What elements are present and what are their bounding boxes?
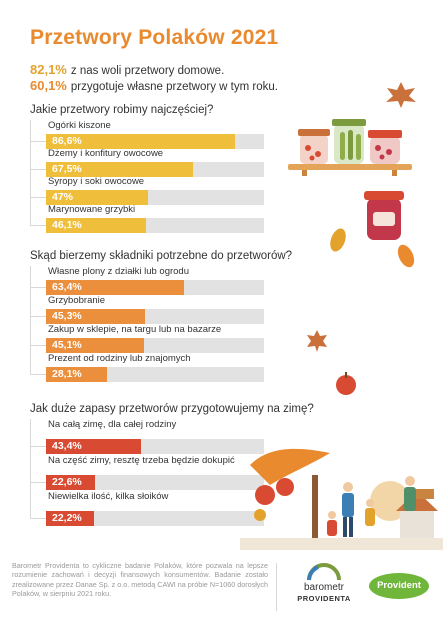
family-harvest-illustration [240,448,443,550]
bar-value-label: 46,1% [52,219,82,231]
bracket-tick [30,225,46,226]
bar: 47% [46,190,149,205]
bracket-tick [30,518,46,519]
bar-value-label: 43,4% [52,440,82,452]
stat-text: z nas woli przetwory domowe. [70,65,225,77]
section-title: Jak duże zapasy przetworów przygotowujem… [30,403,314,415]
stat-value: 82,1% [30,62,67,77]
stat-text: przygotuje własne przetwory w tym roku. [70,81,278,93]
bar-category-label: Grzybobranie [48,295,106,306]
bar: 67,5% [46,162,194,177]
provident-logo-shape [369,573,429,599]
chart-preferred-preserves: Ogórki kiszone 86,6% Dżemy i konfitury owo… [30,120,270,240]
bracket-tick [30,197,46,198]
autumn-leaf-icon [397,244,415,268]
bracket-tick [30,482,46,483]
jam-jar-illustration [364,191,404,240]
section-title: Skąd bierzemy składniki potrzebne do prz… [30,250,293,262]
chart-ingredient-sources: Własne plony z działki lub ogrodu 63,4% Gr… [30,266,270,391]
bar: 45,3% [46,309,145,324]
bar-category-label: Prezent od rodziny lub znajomych [48,353,191,364]
bar-value-label: 22,6% [52,476,82,488]
bar: 86,6% [46,134,235,149]
bracket-tick [30,446,46,447]
bracket-tick [30,374,46,375]
bar-track: 22,6% [46,475,264,490]
bar-track: 67,5% [46,162,264,177]
bar: 45,1% [46,338,145,353]
bracket-line [30,419,31,519]
bar-value-label: 45,3% [52,310,82,322]
bracket-line [30,120,31,226]
page-title: Przetwory Polaków 2021 [30,26,279,49]
bracket-tick [30,316,46,317]
stat-line-2: 60,1% przygotuje własne przetwory w tym r… [30,78,278,93]
bar-value-label: 45,1% [52,339,82,351]
bar-track: 28,1% [46,367,264,382]
stat-line-1: 82,1% z nas woli przetwory domowe. [30,62,224,77]
chart-winter-supplies: Na całą zimę, dla całej rodziny 43,4% Na c… [30,419,270,534]
barometr-logo-subtext: PROVIDENTA [297,594,351,603]
bar: 28,1% [46,367,108,382]
bar-track: 63,4% [46,280,264,295]
section-title: Jakie przetwory robimy najczęściej? [30,104,214,116]
barometr-providenta-logo: barometr PROVIDENTA [284,560,364,615]
bar-track: 46,1% [46,218,264,233]
bar-value-label: 22,2% [52,512,82,524]
bar-track: 86,6% [46,134,264,149]
bar-value-label: 67,5% [52,163,82,175]
bar-category-label: Marynowane grzybki [48,204,136,215]
bar-category-label: Syropy i soki owocowe [48,176,145,187]
bar-category-label: Ogórki kiszone [48,120,111,131]
bar-track: 43,4% [46,439,264,454]
bar-value-label: 28,1% [52,368,82,380]
shelf-with-jars-illustration [288,119,412,176]
bar: 63,4% [46,280,185,295]
bar-value-label: 63,4% [52,281,82,293]
bar-category-label: Na całą zimę, dla całej rodziny [48,419,177,430]
autumn-leaf-icon [386,82,416,108]
footer-divider [276,563,277,611]
provident-logo-text: Provident [377,580,421,591]
bar-category-label: Zakup w sklepie, na targu lub na bazarze [48,324,222,335]
apple-icon [336,372,356,395]
bar-value-label: 86,6% [52,135,82,147]
bar-category-label: Dżemy i konfitury owocowe [48,148,164,159]
barometr-logo-text: barometr [303,582,344,593]
barometr-gauge-icon [307,563,341,581]
bar-category-label: Niewielka ilość, kilka słoików [48,491,169,502]
bar: 22,6% [46,475,96,490]
bracket-tick [30,169,46,170]
autumn-leaf-icon [307,330,327,352]
bracket-tick [30,141,46,142]
bracket-line [30,266,31,375]
bar-track: 47% [46,190,264,205]
bar: 22,2% [46,511,95,526]
autumn-leaf-icon [330,228,346,252]
bar-track: 45,3% [46,309,264,324]
stat-value: 60,1% [30,78,67,93]
bar-value-label: 47% [52,191,74,203]
bar-category-label: Na część zimy, resztę trzeba będzie doku… [48,455,235,466]
bar: 43,4% [46,439,141,454]
footer-note: Barometr Providenta to cykliczne badanie… [12,561,268,598]
bracket-tick [30,345,46,346]
bar: 46,1% [46,218,147,233]
bar-category-label: Własne plony z działki lub ogrodu [48,266,189,277]
provident-logo: Provident [368,572,430,600]
bar-track: 45,1% [46,338,264,353]
bar-track: 22,2% [46,511,264,526]
bracket-tick [30,287,46,288]
